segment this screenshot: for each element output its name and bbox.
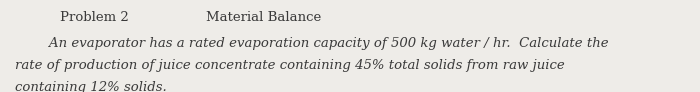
Text: Material Balance: Material Balance bbox=[206, 11, 322, 24]
Text: An evaporator has a rated evaporation capacity of 500 kg water / hr.  Calculate : An evaporator has a rated evaporation ca… bbox=[15, 37, 609, 50]
Text: containing 12% solids.: containing 12% solids. bbox=[15, 81, 167, 92]
Text: Problem 2: Problem 2 bbox=[60, 11, 128, 24]
Text: rate of production of juice concentrate containing 45% total solids from raw jui: rate of production of juice concentrate … bbox=[15, 59, 565, 72]
